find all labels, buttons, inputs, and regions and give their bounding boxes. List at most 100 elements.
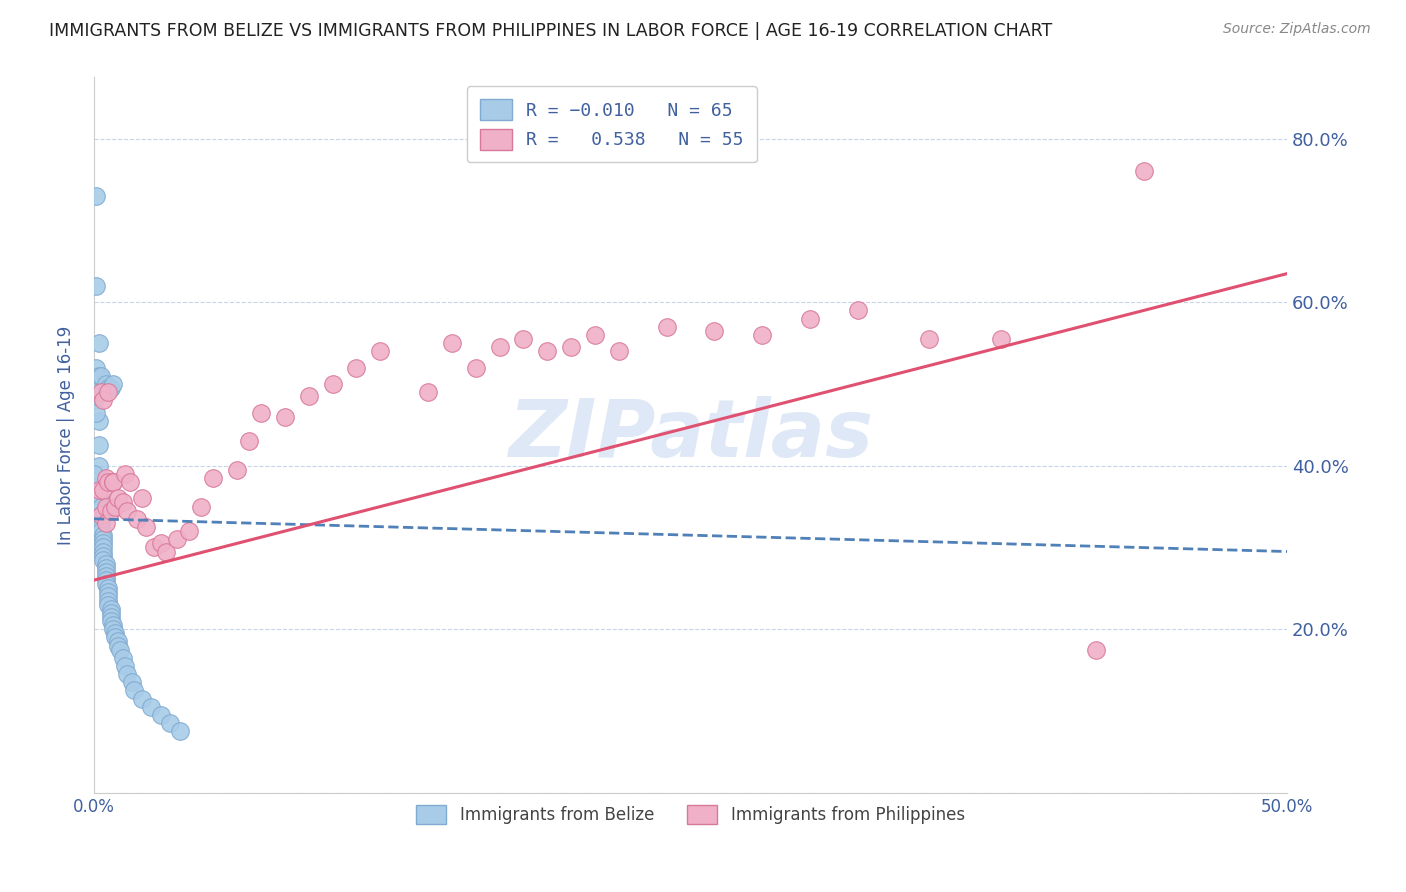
Point bbox=[87, 414, 110, 428]
Point bbox=[298, 389, 321, 403]
Y-axis label: In Labor Force | Age 16-19: In Labor Force | Age 16-19 bbox=[58, 326, 75, 545]
Point bbox=[101, 376, 124, 391]
Point bbox=[93, 528, 115, 542]
Point bbox=[94, 565, 117, 579]
Point bbox=[100, 503, 122, 517]
Point bbox=[94, 516, 117, 530]
Point bbox=[86, 406, 108, 420]
Point bbox=[100, 606, 122, 620]
Point bbox=[100, 601, 122, 615]
Point bbox=[93, 385, 115, 400]
Point bbox=[83, 467, 105, 481]
Point bbox=[87, 479, 110, 493]
Point bbox=[86, 189, 108, 203]
Point bbox=[149, 708, 172, 723]
Point bbox=[94, 577, 117, 591]
Point bbox=[90, 385, 112, 400]
Point bbox=[86, 278, 108, 293]
Point bbox=[104, 500, 127, 514]
Point bbox=[179, 524, 201, 538]
Point bbox=[87, 368, 110, 383]
Point bbox=[93, 483, 115, 498]
Point bbox=[238, 434, 260, 449]
Point bbox=[97, 381, 120, 395]
Point bbox=[107, 491, 129, 506]
Legend: Immigrants from Belize, Immigrants from Philippines: Immigrants from Belize, Immigrants from … bbox=[406, 795, 974, 834]
Point bbox=[114, 659, 136, 673]
Point bbox=[655, 319, 678, 334]
Point bbox=[799, 311, 821, 326]
Point bbox=[93, 533, 115, 547]
Point bbox=[125, 512, 148, 526]
Point bbox=[149, 536, 172, 550]
Point bbox=[94, 471, 117, 485]
Text: Source: ZipAtlas.com: Source: ZipAtlas.com bbox=[1223, 22, 1371, 37]
Point bbox=[488, 340, 510, 354]
Point bbox=[83, 393, 105, 408]
Point bbox=[124, 683, 146, 698]
Point bbox=[166, 533, 188, 547]
Point bbox=[93, 536, 115, 550]
Point bbox=[90, 512, 112, 526]
Point bbox=[87, 458, 110, 473]
Point bbox=[93, 544, 115, 558]
Point bbox=[368, 344, 391, 359]
Point bbox=[94, 500, 117, 514]
Point bbox=[101, 618, 124, 632]
Point bbox=[111, 650, 134, 665]
Point bbox=[169, 724, 191, 739]
Point bbox=[111, 495, 134, 509]
Point bbox=[90, 524, 112, 538]
Point bbox=[560, 340, 582, 354]
Point bbox=[90, 368, 112, 383]
Point bbox=[104, 631, 127, 645]
Point bbox=[440, 336, 463, 351]
Point bbox=[87, 381, 110, 395]
Point bbox=[346, 360, 368, 375]
Point bbox=[93, 549, 115, 563]
Point bbox=[536, 344, 558, 359]
Point bbox=[108, 642, 131, 657]
Point bbox=[97, 598, 120, 612]
Point bbox=[703, 324, 725, 338]
Point bbox=[93, 552, 115, 566]
Point bbox=[87, 438, 110, 452]
Point bbox=[416, 385, 439, 400]
Point bbox=[97, 585, 120, 599]
Point bbox=[583, 327, 606, 342]
Point bbox=[97, 475, 120, 489]
Point bbox=[94, 569, 117, 583]
Point bbox=[97, 385, 120, 400]
Point bbox=[918, 332, 941, 346]
Point bbox=[101, 475, 124, 489]
Point bbox=[142, 541, 165, 555]
Point bbox=[97, 593, 120, 607]
Point bbox=[87, 336, 110, 351]
Point bbox=[117, 667, 139, 681]
Point bbox=[90, 516, 112, 530]
Point bbox=[107, 634, 129, 648]
Point bbox=[135, 520, 157, 534]
Point bbox=[121, 675, 143, 690]
Point bbox=[97, 582, 120, 596]
Point bbox=[131, 491, 153, 506]
Point bbox=[90, 491, 112, 506]
Point bbox=[104, 626, 127, 640]
Point bbox=[100, 381, 122, 395]
Point bbox=[190, 500, 212, 514]
Point bbox=[94, 557, 117, 571]
Point bbox=[1085, 642, 1108, 657]
Point bbox=[114, 467, 136, 481]
Point bbox=[94, 573, 117, 587]
Point bbox=[93, 393, 115, 408]
Point bbox=[100, 614, 122, 628]
Point bbox=[117, 503, 139, 517]
Point bbox=[97, 590, 120, 604]
Point bbox=[512, 332, 534, 346]
Point bbox=[226, 463, 249, 477]
Point bbox=[86, 360, 108, 375]
Point bbox=[101, 475, 124, 489]
Point bbox=[93, 541, 115, 555]
Point bbox=[94, 561, 117, 575]
Point bbox=[87, 483, 110, 498]
